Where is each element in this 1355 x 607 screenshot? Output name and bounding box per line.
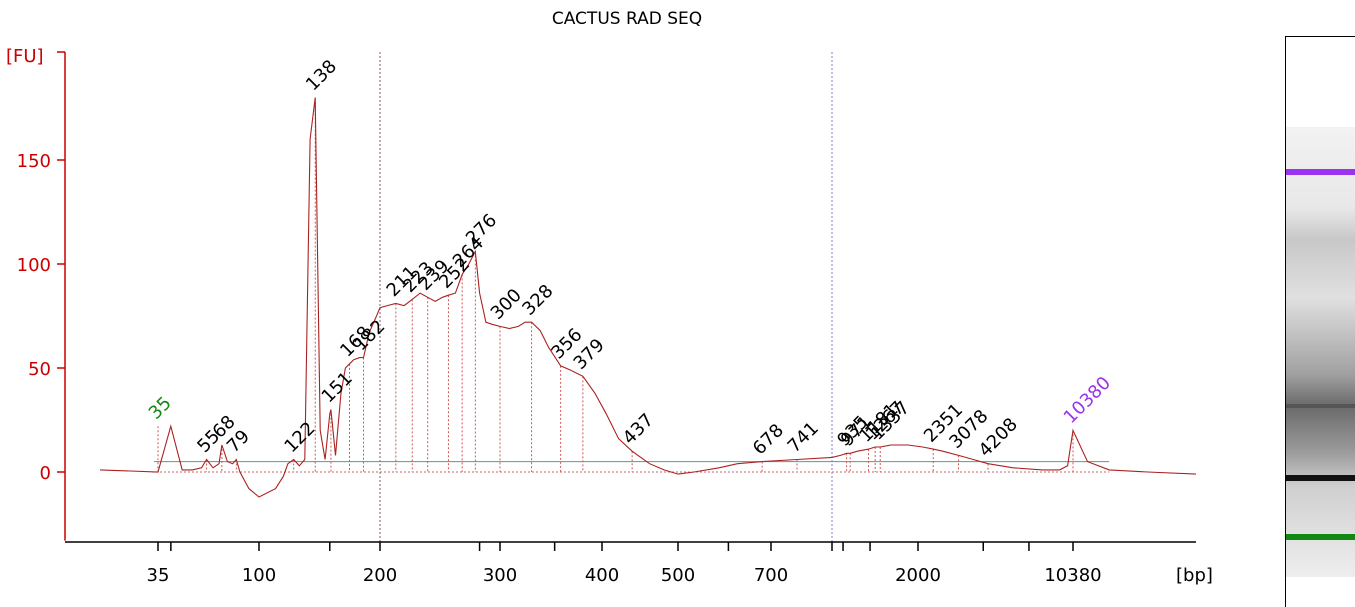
gel-band (1286, 475, 1355, 481)
x-tick-label: 500 (661, 565, 695, 586)
electropherogram-chart: CACTUS RAD SEQ [FU] [bp] 0 50 100 150 35 100… (6, 9, 1213, 586)
peak-label: 437 (619, 410, 658, 449)
x-tick-label: 100 (242, 565, 276, 586)
x-tick-label: 300 (483, 565, 517, 586)
x-tick-label: 700 (754, 565, 788, 586)
y-tick-label: 50 (28, 359, 51, 380)
peak-label: 328 (518, 281, 557, 320)
chart-title: CACTUS RAD SEQ (552, 9, 702, 29)
x-tick-label: 35 (147, 565, 170, 586)
peak-label: 122 (280, 418, 319, 457)
peak-label: 741 (784, 418, 823, 457)
x-tick-label: 400 (585, 565, 619, 586)
x-axis-label: [bp] (1176, 565, 1213, 586)
x-tick-label: 2000 (895, 565, 941, 586)
fluorescence-trace (99, 97, 1197, 498)
gel-band (1286, 169, 1355, 175)
x-tick-label: 200 (363, 565, 397, 586)
gel-lane (1285, 36, 1355, 607)
peak-label: 35 (145, 393, 176, 424)
peak-label: 151 (318, 368, 357, 407)
y-tick-label: 150 (17, 151, 51, 172)
gel-image (1286, 127, 1355, 577)
gel-band (1286, 533, 1355, 540)
peak-label: 678 (749, 420, 788, 459)
peak-label: 10380 (1060, 373, 1115, 428)
y-tick-label: 0 (40, 463, 51, 484)
peak-label: 138 (302, 56, 341, 95)
gel-band (1286, 404, 1355, 408)
y-tick-label: 100 (17, 255, 51, 276)
x-tick-label: 10380 (1044, 565, 1101, 586)
y-axis-label: [FU] (6, 46, 44, 67)
